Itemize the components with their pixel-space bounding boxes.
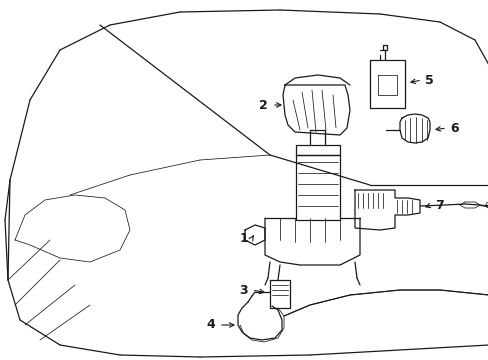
Text: 2: 2 [259,99,267,112]
Text: 4: 4 [206,319,215,332]
Text: 3: 3 [239,284,247,297]
Text: 1: 1 [239,231,247,244]
Text: 6: 6 [449,122,458,135]
Text: 7: 7 [434,198,443,212]
Text: 5: 5 [424,73,433,86]
